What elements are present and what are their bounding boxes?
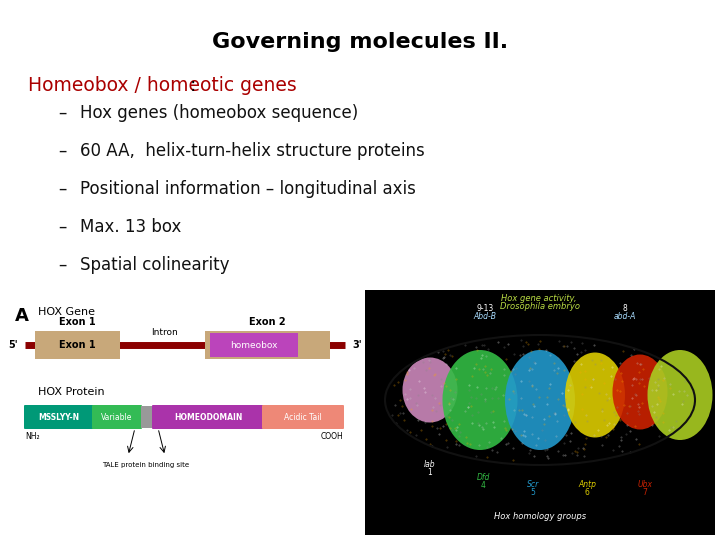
Text: Positional information – longitudinal axis: Positional information – longitudinal ax… xyxy=(80,180,416,198)
Text: –: – xyxy=(58,104,66,122)
FancyBboxPatch shape xyxy=(92,405,142,429)
Text: Hox gene activity,: Hox gene activity, xyxy=(501,294,579,303)
Text: –: – xyxy=(58,142,66,160)
Text: 5': 5' xyxy=(9,340,18,350)
Text: Governing molecules II.: Governing molecules II. xyxy=(212,32,508,52)
Text: Exon 1: Exon 1 xyxy=(59,317,95,327)
Text: 60 AA,  helix-turn-helix structure proteins: 60 AA, helix-turn-helix structure protei… xyxy=(80,142,425,160)
Text: HOX Protein: HOX Protein xyxy=(38,387,104,397)
FancyBboxPatch shape xyxy=(210,333,298,357)
Text: HOX Gene: HOX Gene xyxy=(38,307,95,317)
Ellipse shape xyxy=(505,350,575,450)
Text: 8: 8 xyxy=(623,304,627,313)
Text: NH₂: NH₂ xyxy=(25,432,40,441)
Text: lab: lab xyxy=(424,460,436,469)
Text: 6: 6 xyxy=(585,488,590,497)
Text: 1: 1 xyxy=(428,468,433,477)
Text: 3': 3' xyxy=(352,340,361,350)
Text: COOH: COOH xyxy=(320,432,343,441)
Text: 9-13: 9-13 xyxy=(477,304,494,313)
Text: MSSLYY-N: MSSLYY-N xyxy=(38,413,80,422)
Text: Drosophila embryo: Drosophila embryo xyxy=(500,302,580,311)
Ellipse shape xyxy=(565,353,625,437)
FancyBboxPatch shape xyxy=(152,405,264,429)
Text: 4: 4 xyxy=(480,481,485,490)
Ellipse shape xyxy=(647,350,713,440)
FancyBboxPatch shape xyxy=(205,331,330,359)
Text: Scr: Scr xyxy=(527,480,539,489)
FancyBboxPatch shape xyxy=(35,331,120,359)
Text: –: – xyxy=(58,218,66,236)
FancyBboxPatch shape xyxy=(141,406,153,428)
Text: 5: 5 xyxy=(531,488,536,497)
Text: Abd-B: Abd-B xyxy=(474,312,497,321)
FancyBboxPatch shape xyxy=(24,405,94,429)
Ellipse shape xyxy=(613,354,667,429)
FancyBboxPatch shape xyxy=(365,290,715,535)
FancyBboxPatch shape xyxy=(262,405,344,429)
Text: Hox homology groups: Hox homology groups xyxy=(494,512,586,521)
Text: Exon 2: Exon 2 xyxy=(248,317,285,327)
Text: Variable: Variable xyxy=(102,413,132,422)
Text: homeobox: homeobox xyxy=(230,341,278,349)
Text: A: A xyxy=(15,307,29,325)
Text: Homeobox / homeotic genes: Homeobox / homeotic genes xyxy=(28,76,297,95)
Text: Ubx: Ubx xyxy=(637,480,652,489)
Ellipse shape xyxy=(402,357,457,422)
Text: 7: 7 xyxy=(642,488,647,497)
Text: –: – xyxy=(58,180,66,198)
Text: Spatial colinearity: Spatial colinearity xyxy=(80,256,230,274)
Text: Dfd: Dfd xyxy=(477,473,490,482)
Text: Max. 13 box: Max. 13 box xyxy=(80,218,181,236)
Ellipse shape xyxy=(443,350,518,450)
Text: –: – xyxy=(58,256,66,274)
Text: Acidic Tail: Acidic Tail xyxy=(284,413,322,422)
Text: Intron: Intron xyxy=(152,328,179,337)
Text: HOMEODOMAIN: HOMEODOMAIN xyxy=(174,413,242,422)
Text: :: : xyxy=(190,76,197,95)
Text: TALE protein binding site: TALE protein binding site xyxy=(102,462,189,468)
Text: abd-A: abd-A xyxy=(614,312,636,321)
Text: Antp: Antp xyxy=(578,480,596,489)
Text: Exon 1: Exon 1 xyxy=(59,340,95,350)
Text: Hox genes (homeobox sequence): Hox genes (homeobox sequence) xyxy=(80,104,359,122)
